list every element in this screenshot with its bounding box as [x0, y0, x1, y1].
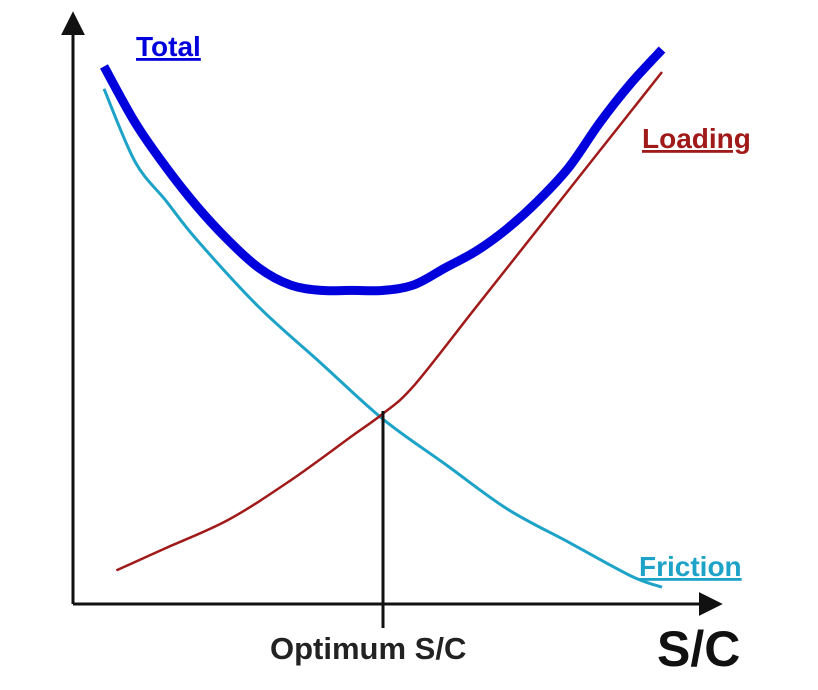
series-label-friction: Friction — [639, 551, 742, 582]
x-axis-label: S/C — [657, 621, 740, 677]
series-line-friction — [102, 88, 663, 589]
optimum-label: Optimum S/C — [270, 631, 466, 666]
series-label-loading: Loading — [642, 123, 751, 154]
series-line-total — [100, 46, 666, 296]
series-line-loading — [115, 71, 663, 572]
series-label-total: Total — [136, 31, 201, 62]
